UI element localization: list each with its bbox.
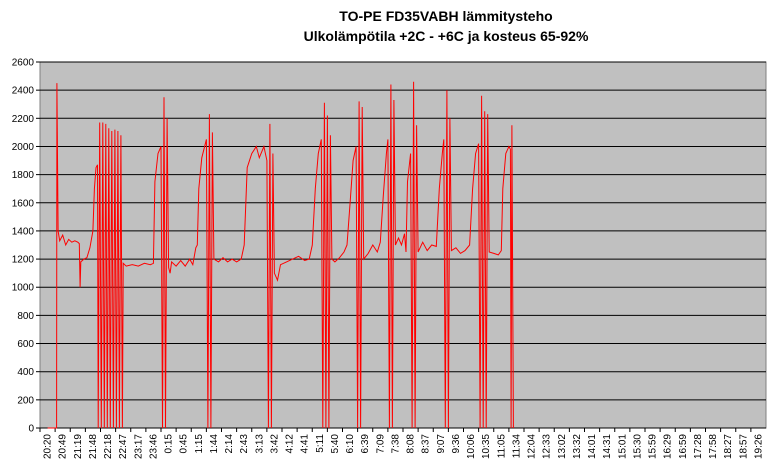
x-tick-label: 12:04 (527, 434, 538, 459)
x-tick-label: 17:28 (693, 434, 704, 459)
x-tick-label: 23:17 (133, 434, 144, 459)
x-tick-label: 14:01 (587, 434, 598, 459)
x-tick-label: 15:01 (617, 434, 628, 459)
x-tick-label: 22:18 (103, 434, 114, 459)
x-tick-label: 12:33 (542, 434, 553, 459)
x-tick-label: 18:57 (738, 434, 749, 459)
y-tick-label: 1600 (12, 198, 35, 209)
x-tick-label: 15:59 (648, 434, 659, 459)
x-axis: 20:20 20:49 21:19 21:48 22:18 22:47 23:17 23:46… (39, 427, 766, 459)
x-tick-label: 1:44 (209, 434, 220, 454)
y-tick-label: 200 (17, 395, 34, 406)
x-tick-label: 6:10 (345, 434, 356, 454)
x-tick-label: 8:37 (421, 434, 432, 454)
series-line-0 (47, 81, 514, 429)
x-tick-label: 11:34 (511, 434, 522, 459)
x-tick-label: 0:15 (164, 434, 175, 454)
x-tick-label: 5:11 (315, 434, 326, 453)
x-tick-label: 17:58 (708, 434, 719, 459)
x-tick-label: 18:27 (723, 434, 734, 459)
series-group (47, 81, 514, 429)
x-tick-label: 7:09 (375, 434, 386, 454)
x-tick-label: 9:07 (436, 434, 447, 454)
y-tick-label: 0 (28, 424, 34, 435)
y-tick-label: 600 (17, 339, 34, 350)
x-tick-label: 16:29 (663, 434, 674, 459)
x-tick-label: 8:08 (406, 434, 417, 454)
chart-title: TO-PE FD35VABH lämmitysteho (339, 8, 553, 24)
x-tick-label: 2:14 (224, 434, 235, 454)
x-tick-label: 1:15 (194, 434, 205, 454)
x-tick-label: 9:36 (451, 434, 462, 454)
x-tick-label: 5:40 (330, 434, 341, 454)
x-tick-label: 21:19 (73, 434, 84, 459)
x-tick-label: 15:30 (632, 434, 643, 459)
y-tick-label: 800 (17, 311, 34, 322)
x-tick-label: 11:05 (496, 434, 507, 459)
x-tick-label: 13:32 (572, 434, 583, 459)
x-tick-label: 10:35 (481, 434, 492, 459)
x-tick-label: 13:02 (557, 434, 568, 459)
chart-subtitle: Ulkolämpötila +2C - +6C ja kosteus 65-92… (303, 28, 589, 44)
y-tick-label: 1400 (12, 226, 35, 237)
y-tick-label: 1800 (12, 170, 35, 181)
y-tick-label: 1000 (12, 283, 35, 294)
y-tick-label: 2400 (12, 86, 35, 97)
x-tick-label: 20:49 (58, 434, 69, 459)
x-tick-label: 23:46 (148, 434, 159, 459)
y-tick-label: 400 (17, 367, 34, 378)
x-tick-label: 4:12 (285, 434, 296, 454)
plot-area (39, 61, 767, 429)
x-tick-label: 21:48 (88, 434, 99, 459)
x-tick-label: 20:20 (43, 434, 54, 459)
x-tick-label: 6:39 (360, 434, 371, 454)
x-tick-label: 16:59 (678, 434, 689, 459)
x-tick-label: 2:43 (239, 434, 250, 454)
x-tick-label: 4:41 (300, 434, 311, 454)
x-tick-label: 10:06 (466, 434, 477, 459)
y-tick-label: 2200 (12, 114, 35, 125)
y-axis: 0 200 400 600 800 1000 1200 1400 1600 1800 2000 220… (12, 58, 40, 435)
y-tick-label: 2600 (12, 58, 35, 69)
y-tick-label: 2000 (12, 142, 35, 153)
x-tick-label: 22:47 (118, 434, 129, 459)
x-tick-label: 0:45 (179, 434, 190, 454)
x-tick-label: 7:38 (390, 434, 401, 454)
y-tick-label: 1200 (12, 255, 35, 266)
x-tick-label: 19:26 (753, 434, 764, 459)
x-tick-label: 3:13 (254, 434, 265, 454)
x-tick-label: 3:42 (269, 434, 280, 454)
x-tick-label: 14:31 (602, 434, 613, 459)
